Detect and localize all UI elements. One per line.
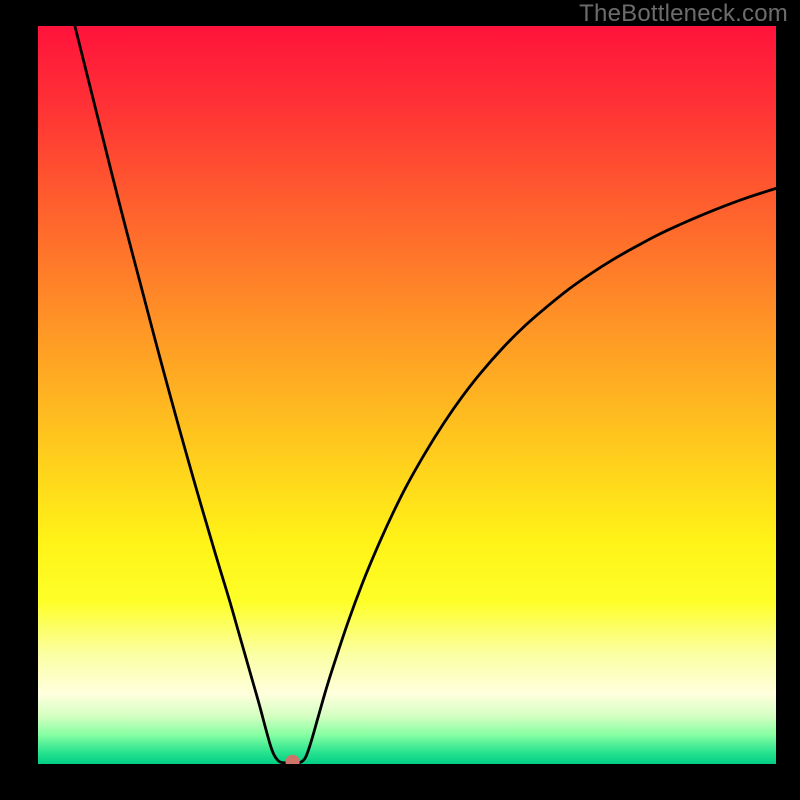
bottleneck-chart xyxy=(38,26,776,764)
chart-background xyxy=(38,26,776,764)
chart-frame: TheBottleneck.com xyxy=(0,0,800,800)
watermark-label: TheBottleneck.com xyxy=(579,0,788,28)
